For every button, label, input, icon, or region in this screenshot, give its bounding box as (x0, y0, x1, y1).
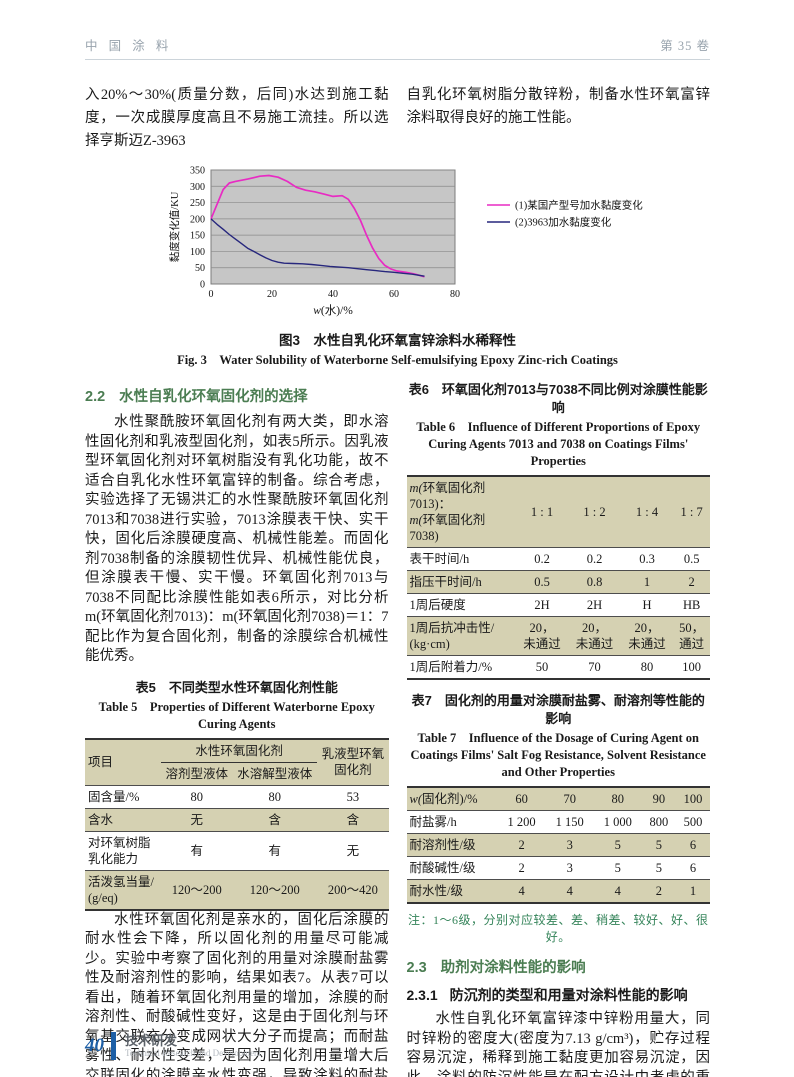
table7-header-value: 80 (593, 787, 642, 811)
svg-text:(1)某国产型号加水黏度变化: (1)某国产型号加水黏度变化 (515, 199, 643, 212)
table-row: 表干时间/h 0.2 0.2 0.3 0.5 (406, 547, 710, 571)
svg-text:60: 60 (389, 289, 399, 300)
table5-header-group: 水性环氧固化剂 (161, 738, 318, 763)
figure3: 0 50 100 150 200 250 300 350 0 20 40 60 80 (1)某国产型号加水… (85, 163, 710, 369)
table5-header-item: 项目 (85, 738, 162, 786)
svg-text:黏度变化值/KU: 黏度变化值/KU (168, 191, 181, 262)
volume-label: 第 35 卷 (660, 39, 710, 53)
table6-caption-zh: 表6 环氧固化剂7013与7038不同比例对涂膜性能影响 (408, 382, 708, 415)
table5: 项目 水性环氧固化剂 乳液型环氧 固化剂 溶剂型液体 水溶解型液体 固含量/% … (85, 737, 389, 911)
section-2-3-1-paragraph: 水性自乳化环氧富锌漆中锌粉用量大，同时锌粉的密度大(密度为7.13 g/cm³)… (406, 1011, 711, 1077)
table7-caption: 表7 固化剂的用量对涂膜耐盐雾、耐溶剂等性能的影响 Table 7 Influe… (407, 692, 711, 781)
table-row: 1周后硬度 2H 2H H HB (406, 593, 710, 617)
svg-text:50: 50 (195, 263, 205, 274)
table-row: 活泼氢当量/ (g/eq) 120～200 120～200 200～420 (85, 870, 389, 910)
table7-header-value: 70 (545, 787, 594, 811)
table-header-row: w(固化剂)/% 60 70 80 90 100 (406, 787, 710, 811)
table6-ratio: 1 : 1 (515, 476, 569, 548)
table5-header-emulsion: 乳液型环氧 固化剂 (317, 738, 389, 786)
footer-section-en: Technical Research and Development (125, 1047, 262, 1058)
figure3-caption-zh: 图3 水性自乳化环氧富锌涂料水稀释性 (278, 333, 516, 348)
section-2-3-1-heading: 2.3.1 防沉剂的类型和用量对涂料性能的影响 (407, 985, 711, 1005)
section-2-2-heading: 2.2 水性自乳化环氧固化剂的选择 (85, 385, 389, 406)
footer-section-zh: 技术研发 (125, 1032, 178, 1048)
section-number: 2.3.1 (406, 987, 438, 1003)
footer-bar (111, 1032, 116, 1060)
table-header-row: m(环氧固化剂7013)： m(环氧固化剂7038) 1 : 1 1 : 2 1… (406, 476, 710, 548)
journal-name: 中 国 涂 料 (85, 39, 173, 53)
svg-text:350: 350 (190, 166, 205, 177)
table7-note: 注：1～6级，分别对应较差、差、稍差、较好、好、很好。 (407, 913, 709, 944)
table-row: 耐盐雾/h 1 200 1 150 1 000 800 500 (406, 810, 710, 834)
running-head: 中 国 涂 料 第 35 卷 (85, 35, 710, 60)
svg-text:w(水)/%: w(水)/% (313, 304, 353, 317)
table-row: 耐溶剂性/级 2 3 5 5 6 (406, 833, 710, 857)
svg-text:200: 200 (190, 214, 205, 225)
table5-subheader: 水溶解型液体 (232, 762, 318, 786)
svg-text:40: 40 (328, 289, 338, 300)
table6-caption: 表6 环氧固化剂7013与7038不同比例对涂膜性能影响 Table 6 Inf… (407, 381, 711, 470)
table5-caption-zh: 表5 不同类型水性环氧固化剂性能 (135, 679, 338, 695)
intro-right-paragraph: 自乳化环氧树脂分散锌粉，制备水性环氧富锌涂料取得良好的施工性能。 (406, 87, 711, 126)
table-row: 1周后附着力/% 50 70 80 100 (406, 655, 710, 680)
page-footer: 40 技术研发 Technical Research and Developme… (85, 1032, 261, 1060)
table-row: 指压干时间/h 0.5 0.8 1 2 (406, 570, 710, 594)
table6: m(环氧固化剂7013)： m(环氧固化剂7038) 1 : 1 1 : 2 1… (406, 475, 710, 680)
intro-left-paragraph: 入20%～30%(质量分数，后同)水达到施工黏度，一次成膜厚度高且不易施工流挂。… (85, 87, 389, 149)
table7-caption-en: Table 7 Influence of the Dosage of Curin… (410, 731, 706, 779)
section-2-2-paragraph: 水性聚酰胺环氧固化剂有两大类，即水溶性固化剂和乳液型固化剂，如表5所示。因乳液型… (85, 414, 389, 664)
left-column: 2.2 水性自乳化环氧固化剂的选择 水性聚酰胺环氧固化剂有两大类，即水溶性固化剂和… (85, 381, 389, 1077)
section-title: 助剂对涂料性能的影响 (440, 960, 586, 976)
footer-section: 技术研发 Technical Research and Development (125, 1032, 262, 1059)
table5-subheader: 溶剂型液体 (161, 762, 233, 786)
intro-paragraphs: 入20%～30%(质量分数，后同)水达到施工黏度，一次成膜厚度高且不易施工流挂。… (85, 84, 710, 153)
table5-caption: 表5 不同类型水性环氧固化剂性能 Table 5 Properties of D… (85, 679, 389, 733)
page-number: 40 (85, 1035, 104, 1056)
table7-header-value: 60 (497, 787, 546, 811)
body-columns: 2.2 水性自乳化环氧固化剂的选择 水性聚酰胺环氧固化剂有两大类，即水溶性固化剂和… (85, 381, 710, 1077)
table6-header-ratio-label: m(环氧固化剂7013)： m(环氧固化剂7038) (406, 476, 516, 548)
table6-ratio: 1 : 4 (620, 476, 674, 548)
figure3-caption-en: Fig. 3 Water Solubility of Waterborne Se… (177, 353, 618, 367)
table7-caption-zh: 表7 固化剂的用量对涂膜耐盐雾、耐溶剂等性能的影响 (411, 693, 705, 726)
table6-ratio: 1 : 2 (568, 476, 621, 548)
svg-text:100: 100 (190, 247, 205, 258)
table7: w(固化剂)/% 60 70 80 90 100 耐盐雾/h 1 200 1 1… (406, 786, 710, 904)
section-number: 2.2 (85, 389, 106, 405)
table-row: 耐水性/级 4 4 4 2 1 (406, 879, 710, 904)
table6-ratio: 1 : 7 (673, 476, 710, 548)
svg-text:300: 300 (190, 182, 205, 193)
page-content: 中 国 涂 料 第 35 卷 入20%～30%(质量分数，后同)水达到施工黏度，… (85, 35, 710, 1077)
table7-header-value: 100 (675, 787, 710, 811)
svg-text:250: 250 (190, 198, 205, 209)
table-row: 含水 无 含 含 (85, 808, 389, 832)
table6-caption-en: Table 6 Influence of Different Proportio… (416, 420, 701, 468)
section-title: 水性自乳化环氧固化剂的选择 (119, 389, 308, 405)
table5-caption-en: Table 5 Properties of Different Waterbor… (98, 699, 375, 731)
right-column: 表6 环氧固化剂7013与7038不同比例对涂膜性能影响 Table 6 Inf… (406, 381, 711, 1077)
svg-text:0: 0 (200, 280, 205, 291)
table-row: 1周后抗冲击性/ (kg·cm) 20， 未通过 20， 未通过 20， 未通过… (406, 616, 710, 656)
table7-header-dosage: w(固化剂)/% (406, 787, 498, 811)
section-number: 2.3 (406, 960, 427, 976)
section-2-3-heading: 2.3 助剂对涂料性能的影响 (407, 956, 711, 977)
table-row: 对环氧树脂 乳化能力 有 有 无 (85, 831, 389, 871)
table-row: 固含量/% 80 80 53 (85, 785, 389, 809)
section-title: 防沉剂的类型和用量对涂料性能的影响 (449, 987, 688, 1003)
figure3-line-chart: 0 50 100 150 200 250 300 350 0 20 40 60 80 (1)某国产型号加水… (168, 166, 643, 318)
table-header-row: 溶剂型液体 水溶解型液体 (85, 762, 389, 786)
table-header-row: 项目 水性环氧固化剂 乳液型环氧 固化剂 (85, 738, 389, 786)
svg-text:20: 20 (267, 289, 277, 300)
table-row: 耐酸碱性/级 2 3 5 5 6 (406, 856, 710, 880)
table7-header-value: 90 (641, 787, 676, 811)
svg-text:0: 0 (209, 289, 214, 300)
svg-text:150: 150 (190, 231, 205, 242)
section-2-2-paragraph-2: 水性环氧固化剂是亲水的，固化后涂膜的耐水性会下降，所以固化剂的用量尽可能减少。实… (85, 911, 389, 1077)
svg-text:80: 80 (450, 289, 460, 300)
svg-text:(2)3963加水黏度变化: (2)3963加水黏度变化 (515, 216, 612, 229)
